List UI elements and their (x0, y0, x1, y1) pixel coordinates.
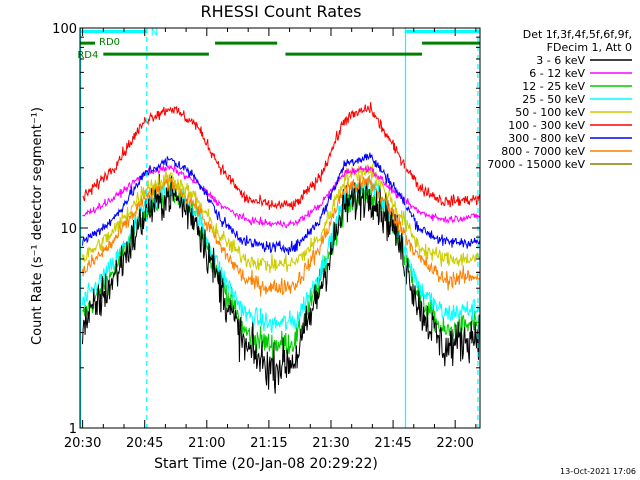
legend-entry-label: 25 - 50 keV (522, 93, 585, 106)
footer-timestamp: 13-Oct-2021 17:06 (560, 467, 636, 476)
series-line-800-7000keV (82, 174, 481, 297)
annotation-label-RD0: RD0 (99, 37, 120, 48)
legend-header-line: Det 1f,3f,4f,5f,6f,9f, (523, 28, 632, 41)
y-tick-label: 10 (60, 222, 77, 237)
annotation-label-RD4: RD4 (77, 50, 98, 61)
legend-entry-label: 50 - 100 keV (515, 106, 585, 119)
series-line-3-6keV (82, 173, 481, 394)
x-tick-label: 21:45 (374, 436, 411, 451)
x-tick-label: 21:30 (312, 436, 349, 451)
legend-entry-label: 12 - 25 keV (522, 80, 585, 93)
series-layer (82, 102, 481, 394)
legend-entry-label: 3 - 6 keV (536, 54, 585, 67)
axes-layer: 20:30 20:45 21:00 21:15 21:30 21:45 22:00 1 10 10… (52, 22, 481, 451)
series-line-50-100keV (82, 164, 481, 274)
series-line-300-800keV (82, 152, 481, 255)
legend-entry-label: 300 - 800 keV (508, 132, 585, 145)
series-line-6-12keV (82, 164, 481, 229)
legend-entry-label: 6 - 12 keV (529, 67, 585, 80)
y-tick-label: 100 (52, 22, 77, 37)
legend-entry-label: 7000 - 15000 keV (487, 158, 585, 171)
x-axis-label: Start Time (20-Jan-08 20:29:22) (154, 456, 378, 472)
x-tick-label: 22:00 (436, 436, 473, 451)
x-tick-label: 21:15 (250, 436, 287, 451)
x-tick-label: 21:00 (188, 436, 225, 451)
y-tick-label: 1 (69, 422, 77, 437)
legend-header-line: FDecim 1, Att 0 (547, 41, 632, 54)
legend-entry-label: 800 - 7000 keV (501, 145, 585, 158)
y-axis-label: Count Rate (s⁻¹ detector segment⁻¹) (30, 107, 45, 345)
chart-title: RHESSI Count Rates (201, 2, 362, 21)
x-tick-label: 20:30 (64, 436, 101, 451)
series-line-100-300keV (82, 102, 481, 210)
annotation-label-N: N (151, 28, 158, 39)
legend-entry-label: 100 - 300 keV (508, 119, 585, 132)
x-tick-label: 20:45 (126, 436, 163, 451)
legend: Det 1f,3f,4f,5f,6f,9f,FDecim 1, Att 03 -… (487, 28, 632, 171)
